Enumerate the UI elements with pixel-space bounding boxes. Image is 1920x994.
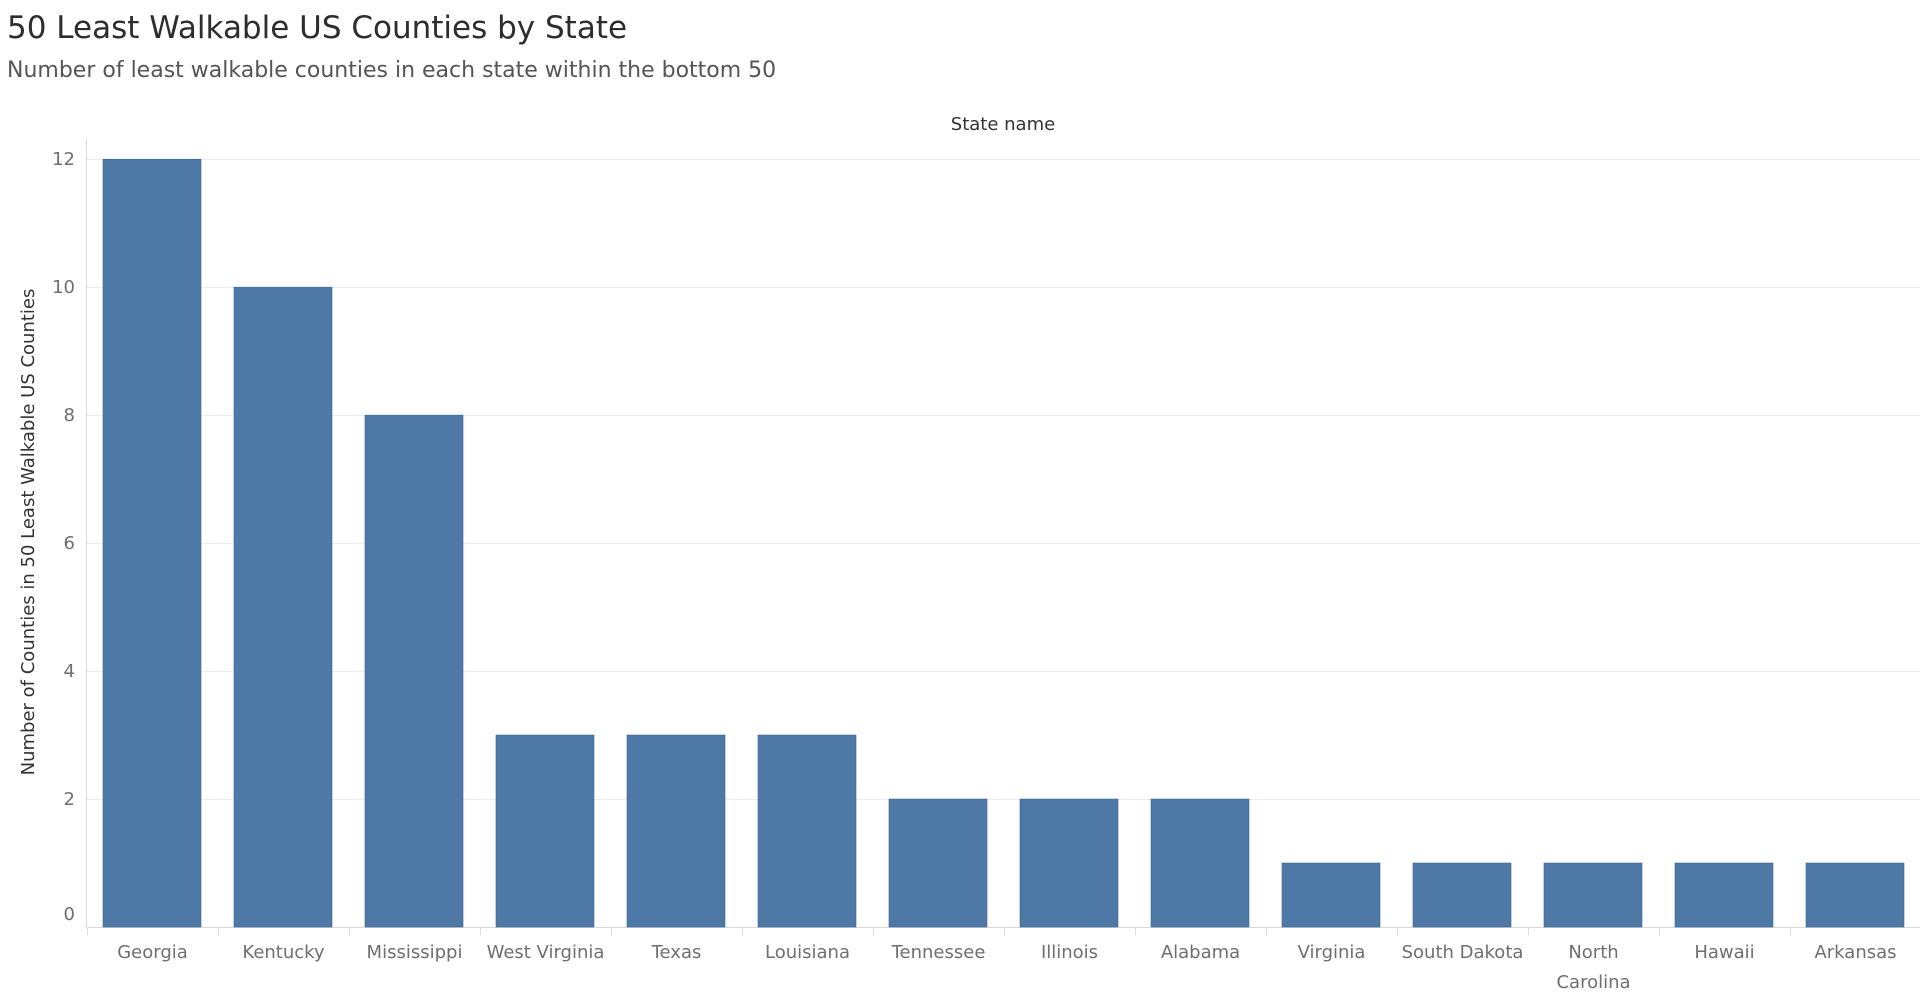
y-tick-labels: 0 2 4 6 8 10 12 xyxy=(52,149,75,925)
x-tick-labels: Georgia Kentucky Mississippi West Virginia T… xyxy=(117,942,1896,993)
x-tick-label-south-dakota: South Dakota xyxy=(1402,942,1524,963)
bar-hawaii[interactable] xyxy=(1674,862,1774,928)
bar-tennessee[interactable] xyxy=(888,798,988,928)
x-tick-label-alabama: Alabama xyxy=(1161,942,1240,963)
chart-subtitle: Number of least walkable counties in eac… xyxy=(7,58,777,83)
x-tick-label-north-carolina: North Carolina xyxy=(1556,942,1630,993)
bars xyxy=(102,158,1905,928)
bar-north-carolina[interactable] xyxy=(1543,862,1643,928)
y-tick-label-0: 0 xyxy=(64,904,75,925)
bar-illinois[interactable] xyxy=(1019,798,1119,928)
x-tick-label-kentucky: Kentucky xyxy=(242,942,325,963)
bar-virginia[interactable] xyxy=(1281,862,1381,928)
bar-south-dakota[interactable] xyxy=(1412,862,1512,928)
grid-lines xyxy=(87,159,1920,800)
y-tick-label-6: 6 xyxy=(64,533,75,554)
x-tick-label-arkansas: Arkansas xyxy=(1814,942,1896,963)
bar-arkansas[interactable] xyxy=(1805,862,1905,928)
bar-alabama[interactable] xyxy=(1150,798,1250,928)
bar-texas[interactable] xyxy=(626,734,726,928)
bar-west-virginia[interactable] xyxy=(495,734,595,928)
x-tick-label-mississippi: Mississippi xyxy=(367,942,463,963)
x-tick-label-tennessee: Tennessee xyxy=(891,942,986,963)
y-tick-label-12: 12 xyxy=(52,149,75,170)
x-tick-label-hawaii: Hawaii xyxy=(1694,942,1754,963)
x-tick-label-texas: Texas xyxy=(651,942,702,963)
chart-title: 50 Least Walkable US Counties by State xyxy=(7,10,628,46)
bar-kentucky[interactable] xyxy=(233,286,333,928)
y-tick-label-10: 10 xyxy=(52,277,75,298)
column-header: State name xyxy=(951,114,1055,135)
y-axis-title: Number of Counties in 50 Least Walkable … xyxy=(18,289,39,776)
bar-louisiana[interactable] xyxy=(757,734,857,928)
x-tick-label-west-virginia: West Virginia xyxy=(487,942,605,963)
x-tick-label-illinois: Illinois xyxy=(1041,942,1098,963)
x-tick-label-georgia: Georgia xyxy=(117,942,188,963)
y-tick-label-8: 8 xyxy=(64,405,75,426)
axes xyxy=(86,140,1920,935)
x-tick-label-louisiana: Louisiana xyxy=(765,942,850,963)
bar-georgia[interactable] xyxy=(102,158,202,928)
x-tick-label-virginia: Virginia xyxy=(1298,942,1366,963)
y-tick-label-2: 2 xyxy=(64,789,75,810)
y-tick-label-4: 4 xyxy=(64,661,75,682)
bar-mississippi[interactable] xyxy=(364,414,464,928)
